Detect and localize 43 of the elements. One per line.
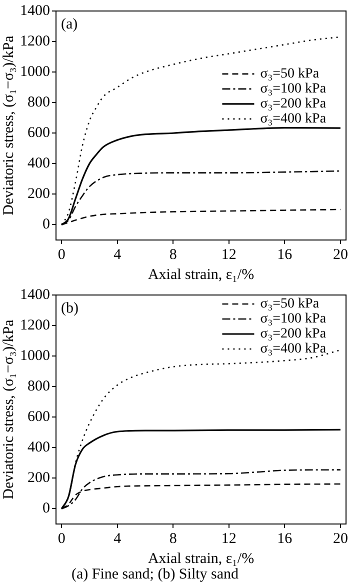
text: (a) Fine sand; (b) Silty sand — [71, 566, 240, 582]
y-axis-title: Deviatoric stress, (σ₁−σ₃)/kPa — [0, 319, 17, 500]
x-tick-label: 20 — [332, 530, 348, 547]
chart-title: (b) — [61, 300, 78, 316]
legend-label: σ₃=50 kPa — [260, 296, 320, 312]
y-tick-label: 600 — [28, 125, 50, 142]
y-tick-label: 1200 — [20, 33, 50, 50]
x-tick-label: 0 — [58, 530, 66, 547]
x-tick-label: 12 — [221, 530, 236, 547]
y-tick-label: 0 — [42, 500, 50, 517]
y-tick-label: 0 — [42, 216, 50, 233]
legend-label: σ₃=100 kPa — [260, 312, 327, 327]
y-tick-label: 600 — [28, 409, 50, 426]
y-axis-title: Deviatoric stress, (σ₁−σ₃)/kPa — [0, 35, 17, 216]
chart-title: (a) — [61, 16, 78, 32]
y-tick-label: 1400 — [20, 286, 50, 303]
legend-label: σ₃=200 kPa — [260, 96, 327, 112]
y-tick-label: 1000 — [20, 64, 50, 80]
y-tick-label: 200 — [28, 186, 50, 202]
x-tick-label: 16 — [277, 246, 293, 263]
legend-label: σ₃=200 kPa — [260, 326, 327, 342]
y-tick-label: 1000 — [20, 348, 50, 364]
x-tick-label: 0 — [58, 246, 66, 263]
x-tick-label: 16 — [277, 530, 293, 547]
y-tick-label: 800 — [28, 94, 50, 111]
x-axis-title: Axial strain, ε₁/% — [148, 266, 254, 283]
x-tick-label: 8 — [169, 530, 177, 547]
x-tick-label: 4 — [114, 246, 122, 263]
legend-label: σ₃=100 kPa — [260, 82, 327, 97]
y-tick-label: 1400 — [20, 2, 50, 19]
x-tick-label: 20 — [332, 246, 348, 263]
x-tick-label: 8 — [169, 246, 177, 263]
x-tick-label: 12 — [221, 246, 236, 263]
y-tick-label: 200 — [28, 470, 50, 486]
y-tick-label: 1200 — [20, 317, 50, 334]
legend-label: σ₃=400 kPa — [260, 342, 327, 357]
x-tick-label: 4 — [114, 530, 122, 547]
legend-label: σ₃=50 kPa — [260, 66, 320, 82]
y-tick-label: 400 — [28, 440, 50, 456]
x-axis-title: Axial strain, ε₁/% — [148, 550, 254, 567]
y-tick-label: 400 — [28, 156, 50, 172]
legend-label: σ₃=400 kPa — [260, 112, 327, 127]
y-tick-label: 800 — [28, 378, 50, 395]
